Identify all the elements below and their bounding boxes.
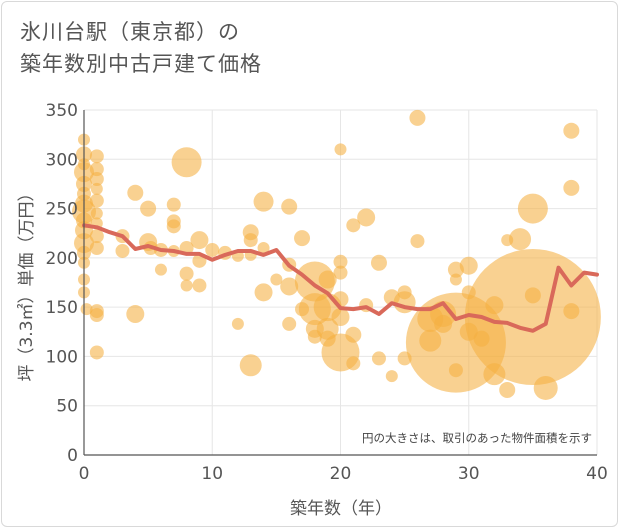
x-tick-label: 20 <box>330 464 352 484</box>
bubble-point <box>166 197 181 212</box>
bubble-point <box>409 109 426 126</box>
bubble-point <box>180 279 193 292</box>
bubble-point <box>371 351 386 366</box>
bubble-size-note: 円の大きさは、取引のあった物件面積を示す <box>362 431 592 445</box>
x-tick-label: 10 <box>201 464 223 484</box>
x-tick-label: 0 <box>79 464 90 484</box>
bubble-point <box>280 277 299 296</box>
axes <box>83 110 597 456</box>
bubble-point <box>239 354 262 377</box>
bubble-point <box>89 241 104 255</box>
bubble-point <box>190 231 209 250</box>
y-tick-label: 300 <box>46 150 78 170</box>
bubble-point <box>333 265 348 280</box>
y-tick-label: 100 <box>46 347 78 367</box>
bubble-point <box>89 345 104 360</box>
bubble-point <box>449 273 462 286</box>
average-line-series <box>82 223 599 333</box>
bubble-point <box>346 218 361 233</box>
bubble-point <box>127 184 144 201</box>
bubble-point <box>346 356 361 371</box>
bubble-point <box>533 375 558 400</box>
bubble-point <box>517 193 548 224</box>
x-tick-label: 30 <box>458 464 480 484</box>
bubble-point <box>459 256 478 275</box>
bubble-point <box>331 308 350 326</box>
bubble-point <box>115 243 130 258</box>
bubble-point <box>448 363 463 378</box>
bubble-point <box>282 316 297 331</box>
bubble-point <box>563 303 580 320</box>
bubble-point <box>257 242 270 254</box>
bubble-point <box>563 122 580 139</box>
bubble-point <box>89 308 104 323</box>
bubble-point <box>333 254 348 269</box>
bubble-point <box>563 179 580 196</box>
tick-labels: 0 50 100 150 200 250 300 350 0 10 20 30 40 <box>46 101 608 484</box>
y-tick-label: 250 <box>46 200 78 220</box>
average-price-line <box>82 223 599 333</box>
chart-title: 氷川台駅（東京都）の 築年数別中古戸建て価格 <box>20 16 262 80</box>
bubble-point <box>179 266 194 281</box>
bubble-point <box>231 317 244 330</box>
bubble-point <box>524 287 541 304</box>
bubble-point <box>318 270 337 289</box>
bubble-point <box>89 193 104 208</box>
y-axis-title: 坪（3.3㎡）単価（万円） <box>17 184 37 381</box>
y-tick-label: 150 <box>46 298 78 318</box>
bubble-point <box>90 207 103 220</box>
bubble-point <box>89 172 104 186</box>
bubble-point <box>126 305 145 324</box>
bubble-point <box>370 254 387 271</box>
bubble-point <box>205 242 220 257</box>
bubble-point <box>334 143 347 156</box>
bubble-point <box>270 273 283 286</box>
x-axis-title: 築年数（年） <box>290 499 392 519</box>
chart-title-line-1: 氷川台駅（東京都）の <box>20 20 240 44</box>
y-tick-label: 0 <box>67 446 78 466</box>
bubble-point <box>294 230 311 247</box>
bubble-point <box>171 147 202 178</box>
bubble-point <box>243 233 258 248</box>
bubble-point <box>410 234 425 249</box>
bubble-point <box>89 229 104 244</box>
bubble-point <box>154 263 167 276</box>
bubble-point <box>357 208 376 227</box>
bubble-point <box>89 149 104 164</box>
bubble-point <box>345 326 362 343</box>
bubble-point <box>509 228 532 251</box>
y-tick-label: 200 <box>46 249 78 269</box>
bubble-point <box>192 278 207 293</box>
y-tick-label: 50 <box>56 397 78 417</box>
bubble-point <box>254 283 273 302</box>
bubble-point <box>281 198 298 215</box>
bubble-point <box>90 182 103 195</box>
bubble-point <box>253 191 274 212</box>
bubble-point <box>89 162 104 177</box>
bubble-point <box>166 219 181 234</box>
bubble-point <box>385 370 398 383</box>
bubble-point <box>464 249 601 385</box>
chart-title-line-2: 築年数別中古戸建て価格 <box>20 52 262 76</box>
y-tick-label: 350 <box>46 101 78 121</box>
x-tick-label: 40 <box>586 464 608 484</box>
bubble-point <box>140 200 157 217</box>
bubble-point <box>499 381 516 398</box>
